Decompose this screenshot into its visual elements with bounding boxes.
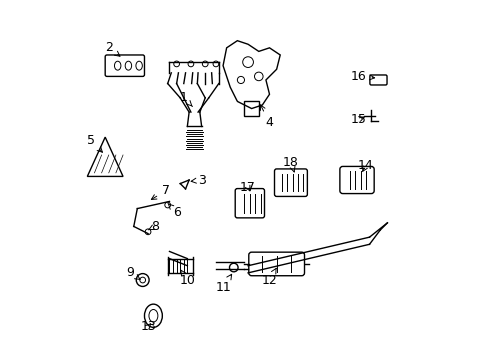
Text: 2: 2 (104, 41, 120, 56)
Text: 15: 15 (350, 113, 366, 126)
Text: 1: 1 (180, 91, 192, 107)
Text: 8: 8 (148, 220, 159, 233)
Text: 10: 10 (179, 270, 195, 287)
Text: 17: 17 (240, 181, 256, 194)
Text: 3: 3 (191, 174, 205, 186)
Text: 18: 18 (283, 156, 298, 172)
Text: 12: 12 (261, 268, 277, 287)
Text: 13: 13 (140, 320, 156, 333)
Text: 4: 4 (260, 105, 273, 129)
Text: 6: 6 (167, 203, 180, 219)
Text: 9: 9 (126, 266, 140, 279)
Text: 7: 7 (151, 184, 169, 199)
Text: 14: 14 (357, 159, 373, 172)
Bar (244, 102, 258, 116)
Text: 16: 16 (350, 70, 374, 83)
Text: 5: 5 (87, 134, 102, 152)
Text: 11: 11 (215, 274, 231, 294)
